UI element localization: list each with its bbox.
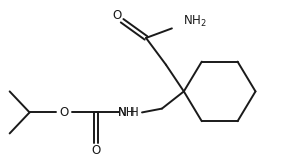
Text: O: O <box>60 106 69 119</box>
Text: NH$_2$: NH$_2$ <box>183 14 207 29</box>
Text: O: O <box>92 144 101 157</box>
Text: NH: NH <box>118 106 136 119</box>
Text: H: H <box>130 106 139 119</box>
Text: N: N <box>118 106 127 119</box>
Text: O: O <box>112 9 122 22</box>
